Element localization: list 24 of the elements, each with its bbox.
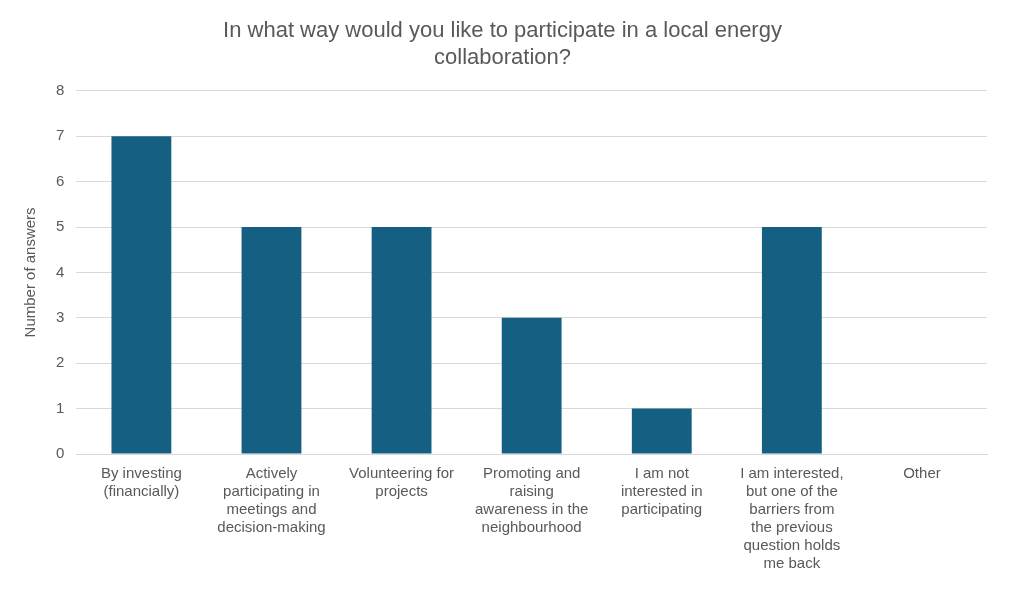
y-tick-label: 7 (56, 126, 65, 144)
x-tick-label: Volunteering for projects (349, 464, 455, 500)
bar (761, 227, 822, 454)
y-tick-label: 2 (56, 353, 65, 371)
x-tick-label: Other (903, 464, 941, 482)
x-tick-label: I am interested, but one of the barriers from the previous question holds me back (740, 464, 844, 572)
bar (501, 317, 562, 454)
y-tick-label: 3 (56, 307, 65, 325)
y-tick-label: 4 (56, 262, 65, 280)
y-tick-label: 8 (56, 80, 65, 98)
chart-title: In what way would you like to participate in a local energy collaboration? (223, 17, 782, 69)
x-tick-label: I am not interested in participating (620, 464, 703, 518)
y-tick-label: 1 (56, 398, 65, 416)
y-tick-label: 6 (56, 171, 65, 189)
x-tick-label: Actively participating in meetings and decision-making (217, 464, 326, 536)
x-tick-label: Promoting and raising awareness in the neighbourhood (474, 464, 589, 536)
bar (371, 227, 432, 454)
x-tick-label: By investing (financially) (100, 464, 182, 500)
y-tick-label: 5 (56, 217, 65, 235)
bar (111, 136, 172, 454)
bar (631, 408, 692, 454)
y-axis-title: Number of answers (21, 207, 39, 338)
bar (241, 227, 302, 454)
y-tick-label: 0 (56, 444, 65, 462)
